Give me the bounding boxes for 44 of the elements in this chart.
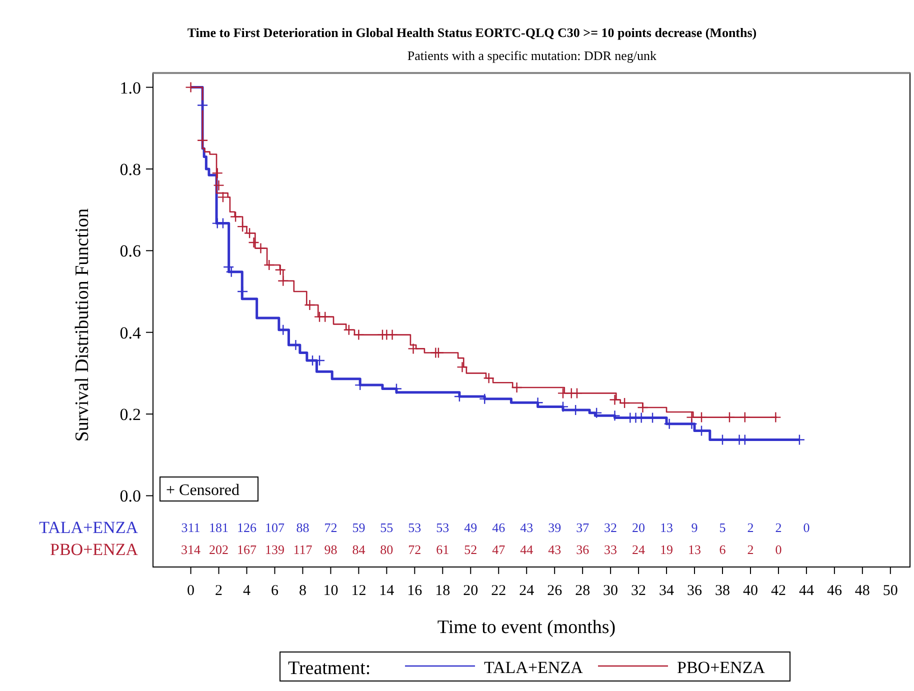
text: PBO+ENZA — [50, 540, 138, 559]
y-tick-label: 0.6 — [120, 242, 141, 261]
x-tick-label: 30 — [603, 583, 618, 599]
x-tick-label: 22 — [491, 583, 506, 599]
x-tick-label: 10 — [323, 583, 338, 599]
y-tick-label: 0.8 — [120, 160, 141, 179]
x-tick-label: 16 — [407, 583, 423, 599]
x-tick-label: 0 — [187, 583, 195, 599]
x-tick-label: 44 — [798, 583, 814, 599]
y-tick-label: 0.4 — [120, 323, 142, 342]
text: 311 181 126 107 88 72 59 55 53 53 49 46 43 39 37 32 20 13 9 5 2 2 0 — [181, 520, 810, 535]
x-tick-label: 50 — [882, 583, 898, 599]
x-tick-label: 14 — [379, 583, 395, 599]
legend-label: PBO+ENZA — [677, 658, 766, 677]
x-tick-label: 18 — [435, 583, 450, 599]
x-tick-label: 26 — [547, 583, 563, 599]
x-tick-label: 28 — [575, 583, 590, 599]
x-tick-label: 46 — [826, 583, 842, 599]
chart-subtitle: Patients with a specific mutation: DDR neg/unk — [407, 48, 658, 63]
x-tick-label: 48 — [854, 583, 870, 599]
x-tick-label: 12 — [351, 583, 366, 599]
x-tick-label: 8 — [298, 583, 306, 599]
y-tick-label: 0.2 — [120, 405, 141, 424]
y-tick-label: 0.0 — [120, 486, 141, 506]
x-axis-title: Time to event (months) — [437, 617, 616, 638]
x-tick-label: 6 — [270, 583, 279, 599]
x-tick-label: 20 — [463, 583, 478, 599]
text: 314 202 167 139 117 98 84 80 72 61 52 47 44 43 36 33 24 19 13 6 2 0 — [181, 542, 782, 557]
x-tick-label: 42 — [770, 583, 786, 599]
text: TALA+ENZA — [39, 518, 138, 537]
y-axis-title: Survival Distribution Function — [72, 208, 93, 442]
x-tick-label: 2 — [215, 583, 223, 599]
legend-title: Treatment: — [288, 658, 371, 679]
x-tick-label: 36 — [687, 583, 703, 599]
x-tick-label: 24 — [519, 583, 535, 599]
legend-label: TALA+ENZA — [484, 658, 584, 677]
x-tick-label: 40 — [742, 583, 758, 599]
x-tick-label: 4 — [243, 583, 251, 599]
x-tick-label: 32 — [631, 583, 646, 599]
chart-title: Time to First Deterioration in Global Health Status EORTC-QLQ C30 >= 10 points decrease (Months) — [187, 25, 757, 40]
y-tick-label: 1.0 — [120, 78, 141, 98]
x-tick-label: 38 — [715, 583, 730, 599]
x-tick-label: 34 — [659, 583, 675, 599]
annotation: + Censored — [166, 482, 240, 499]
